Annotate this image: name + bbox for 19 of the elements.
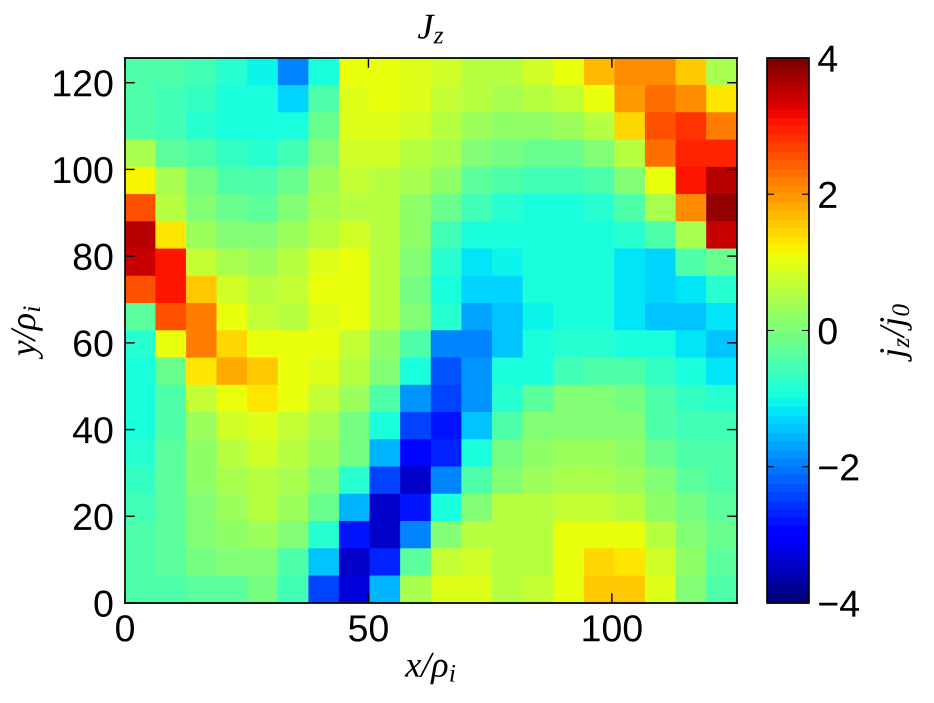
x-tick-label: 0 bbox=[116, 615, 134, 642]
color-bar-label: 4 bbox=[818, 46, 838, 72]
y-tick-label: 100 bbox=[54, 156, 112, 184]
y-tick-label: 20 bbox=[74, 504, 112, 530]
y-tick-label: 60 bbox=[74, 330, 112, 357]
color-bar-title: j$_{z}$/j$_{0}$ bbox=[880, 304, 912, 362]
color-bar-label: −2 bbox=[819, 454, 858, 480]
color-bar-label: −4 bbox=[819, 590, 859, 617]
x-tick-label: 50 bbox=[349, 615, 388, 642]
y-tick-label: 120 bbox=[54, 70, 112, 97]
y-tick-label: 40 bbox=[73, 416, 112, 444]
y-tick-label: 80 bbox=[74, 244, 112, 270]
x-tick-label: 100 bbox=[583, 615, 642, 642]
x-axis-title: x/ρ$_{i}$ bbox=[404, 652, 456, 684]
color-bar-label: 2 bbox=[819, 182, 836, 208]
y-tick-label: 0 bbox=[94, 590, 112, 617]
y-axis-title: y/ρ$_{i}$ bbox=[11, 306, 43, 360]
color-bar-label: 0 bbox=[818, 318, 837, 344]
chart-title: J$_{z}$ bbox=[418, 14, 444, 44]
